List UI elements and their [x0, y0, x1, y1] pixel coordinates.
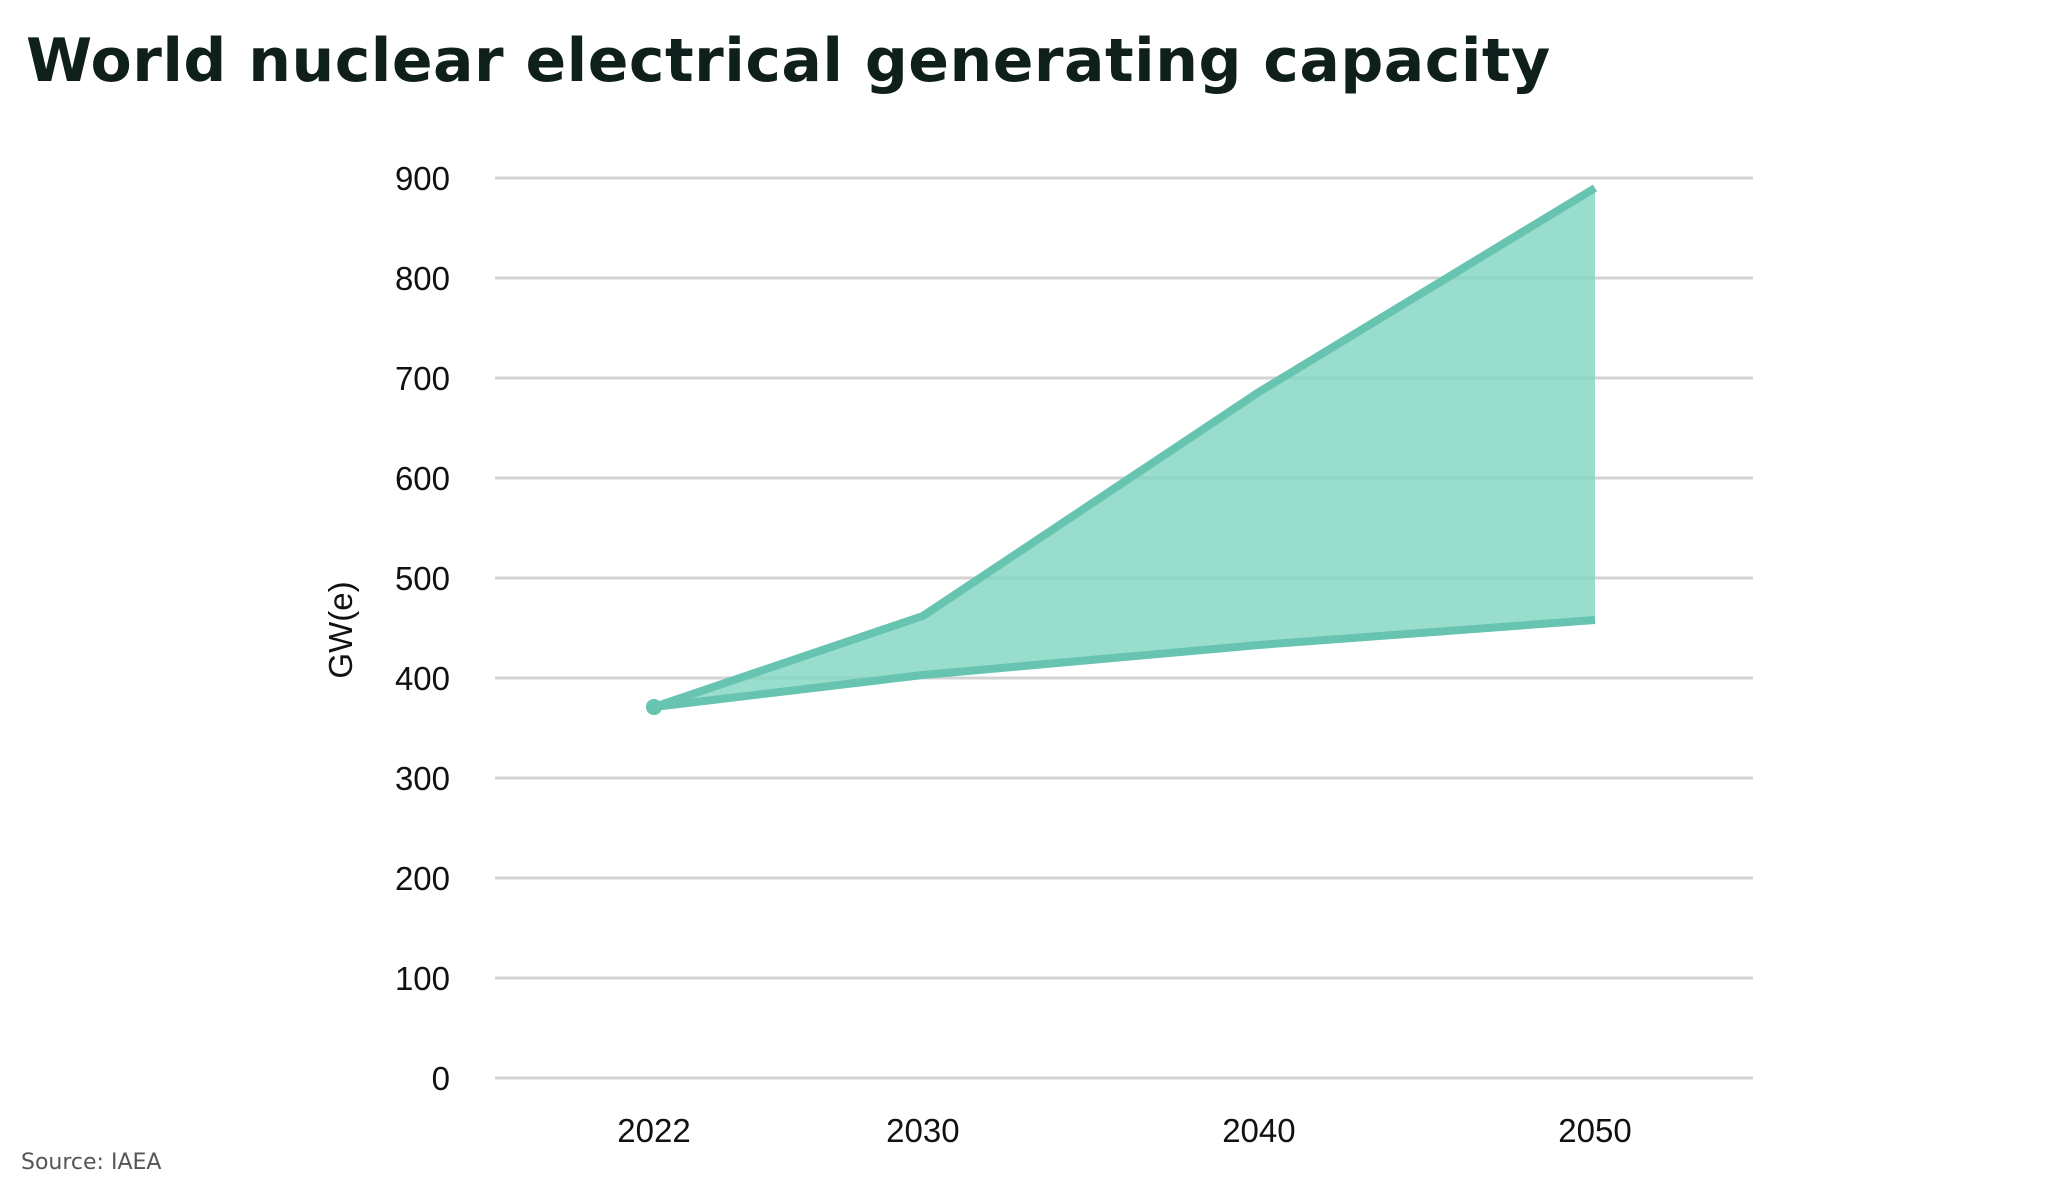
x-tick-label: 2050	[1558, 1112, 1631, 1149]
x-tick-label: 2030	[886, 1112, 959, 1149]
y-tick-label: 700	[395, 360, 450, 397]
low-case-line	[653, 616, 1596, 711]
y-tick-label: 400	[395, 660, 450, 697]
range-area	[654, 188, 1595, 707]
y-axis-label: GW(e)	[322, 581, 359, 678]
data-point	[646, 699, 662, 715]
x-tick-label: 2040	[1222, 1112, 1295, 1149]
chart-title: World nuclear electrical generating capa…	[26, 26, 1551, 96]
y-tick-label: 600	[395, 460, 450, 497]
y-tick-label: 900	[395, 160, 450, 197]
y-tick-label: 800	[395, 260, 450, 297]
high-case-line	[652, 184, 1598, 711]
x-tick-label: 2022	[617, 1112, 690, 1149]
y-tick-label: 0	[432, 1060, 450, 1097]
y-tick-label: 200	[395, 860, 450, 897]
source-note: Source: IAEA	[21, 1150, 162, 1175]
y-tick-label: 500	[395, 560, 450, 597]
y-tick-label: 300	[395, 760, 450, 797]
y-tick-label: 100	[395, 960, 450, 997]
